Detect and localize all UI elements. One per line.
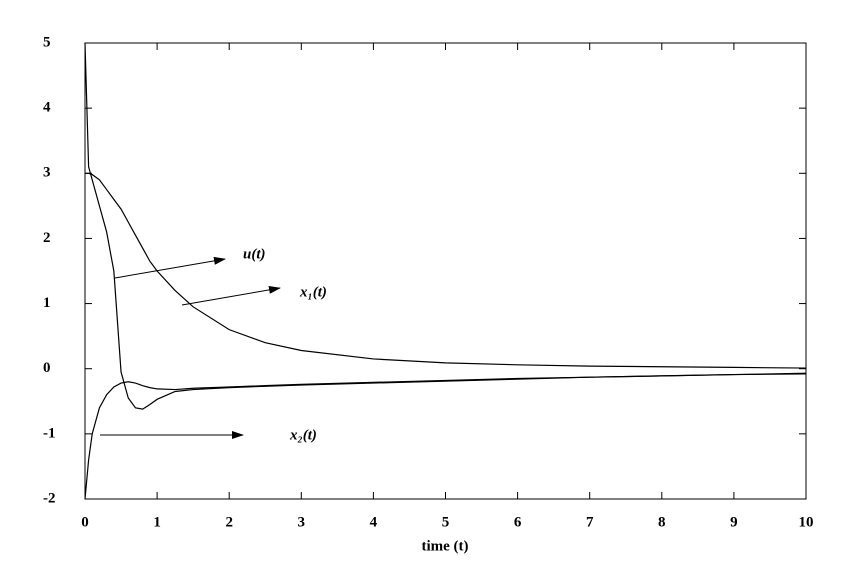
- x-tick-label: 10: [799, 514, 814, 530]
- series-line: [85, 172, 807, 369]
- x-tick-label: 5: [442, 514, 450, 530]
- x-tick-label: 9: [730, 514, 738, 530]
- annotation-arrow: [114, 256, 226, 279]
- y-tick-label: -2: [43, 490, 56, 506]
- y-tick-label: 4: [43, 100, 51, 116]
- series-line: [84, 372, 807, 500]
- y-tick-label: 0: [43, 360, 51, 376]
- y-tick-label: 2: [43, 230, 51, 246]
- series-line: [84, 42, 807, 410]
- y-tick-label: 3: [43, 165, 51, 181]
- y-tick-label: 1: [43, 295, 51, 311]
- legend-label: x₁(t): [299, 284, 327, 300]
- x-tick-label: 8: [658, 514, 666, 530]
- x-tick-label: 0: [81, 514, 89, 530]
- x-tick-label: 2: [225, 514, 233, 530]
- plot-frame: [84, 42, 807, 500]
- legend-label: x₂(t): [289, 427, 317, 443]
- y-tick-label: -1: [43, 425, 56, 441]
- legend-label: u(t): [243, 246, 266, 262]
- x-tick-label: 6: [514, 514, 522, 530]
- x-tick-label: 4: [370, 514, 378, 530]
- x-tick-label: 1: [153, 514, 161, 530]
- x-axis-label: time (t): [421, 538, 468, 554]
- annotation-arrow: [181, 285, 281, 306]
- x-tick-label: 7: [586, 514, 594, 530]
- x-tick-label: 3: [298, 514, 306, 530]
- y-tick-label: 5: [43, 34, 51, 50]
